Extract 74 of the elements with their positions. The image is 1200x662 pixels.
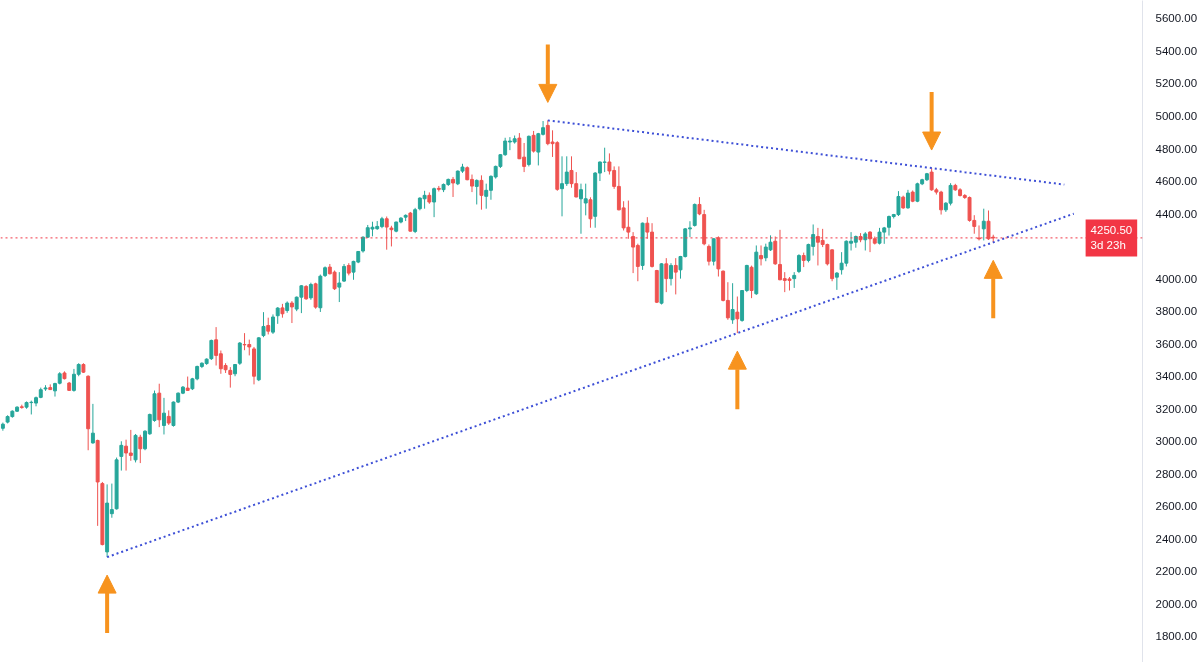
y-tick-label: 3800.00 (1155, 305, 1198, 318)
candlestick (237, 341, 242, 366)
y-tick-label: 1800.00 (1155, 630, 1198, 643)
y-tick-label: 3600.00 (1155, 337, 1198, 350)
y-tick-label: 4600.00 (1155, 175, 1198, 188)
candlestick (692, 202, 697, 228)
candlestick (588, 196, 593, 229)
y-tick-label: 2200.00 (1155, 565, 1198, 578)
y-tick-label: 2800.00 (1155, 467, 1198, 480)
y-tick-label: 5000.00 (1155, 109, 1198, 122)
candlestick (337, 271, 342, 303)
candlestick (451, 176, 455, 198)
candlestick (313, 282, 318, 310)
candlestick (868, 230, 872, 253)
candlestick (602, 147, 607, 173)
candlestick (664, 257, 669, 293)
candlestick (214, 326, 219, 366)
line-series (106, 212, 1075, 559)
y-tick-label: 2000.00 (1155, 597, 1198, 610)
candlestick (128, 429, 133, 462)
y-tick-label: 5400.00 (1155, 44, 1198, 57)
candlestick (162, 397, 166, 435)
candlestick (119, 440, 124, 472)
candlestick (138, 434, 143, 464)
candlestick (735, 296, 740, 334)
candlestick (730, 282, 735, 325)
candlestick (977, 224, 981, 241)
candlestick (967, 196, 972, 223)
candlestick (564, 155, 569, 187)
candlestick (759, 244, 764, 266)
candlestick (289, 300, 294, 324)
candlestick (706, 243, 711, 266)
candlestick (413, 207, 418, 234)
y-tick-label: 2600.00 (1155, 500, 1198, 513)
y-tick-label: 2400.00 (1155, 532, 1198, 545)
y-tick-label: 3000.00 (1155, 435, 1198, 448)
candlestick (479, 174, 484, 211)
candlestick (90, 403, 95, 445)
y-tick-label: 3200.00 (1155, 402, 1198, 415)
candlestick (749, 265, 754, 299)
candlestick (271, 313, 275, 335)
candlestick (905, 189, 910, 210)
y-tick-label: 4800.00 (1155, 142, 1198, 155)
candlestick (796, 253, 801, 274)
candlestick (863, 231, 868, 251)
candlestick (389, 225, 394, 247)
candlestick (631, 231, 636, 274)
candlestick (948, 182, 953, 206)
candlestick (986, 209, 991, 241)
y-tick-label: 5600.00 (1155, 12, 1198, 25)
candlestick (299, 284, 304, 314)
y-tick-label: 4000.00 (1155, 272, 1198, 285)
candlestick (896, 190, 901, 217)
candlestick (626, 200, 631, 240)
y-tick-label: 3400.00 (1155, 370, 1198, 383)
y-tick-label: 5200.00 (1155, 77, 1198, 90)
candlestick (261, 311, 266, 338)
candlestick (669, 262, 673, 286)
candlestick (929, 167, 934, 192)
candlestick (384, 216, 389, 251)
candlestick (432, 187, 437, 218)
candlestick (773, 236, 778, 266)
candlestick (242, 332, 247, 351)
candlestick (474, 178, 479, 205)
candlestick (531, 130, 536, 154)
candlestick (711, 237, 716, 266)
candlestick (981, 208, 986, 241)
candlestick (673, 257, 678, 295)
y-tick-label: 4400.00 (1155, 207, 1198, 220)
candlestick (228, 366, 233, 389)
candlestick (124, 439, 129, 472)
ref-line-label: 4250.50 3d 23h (1090, 224, 1133, 252)
candlestick (834, 271, 839, 291)
candlestick (583, 183, 588, 216)
